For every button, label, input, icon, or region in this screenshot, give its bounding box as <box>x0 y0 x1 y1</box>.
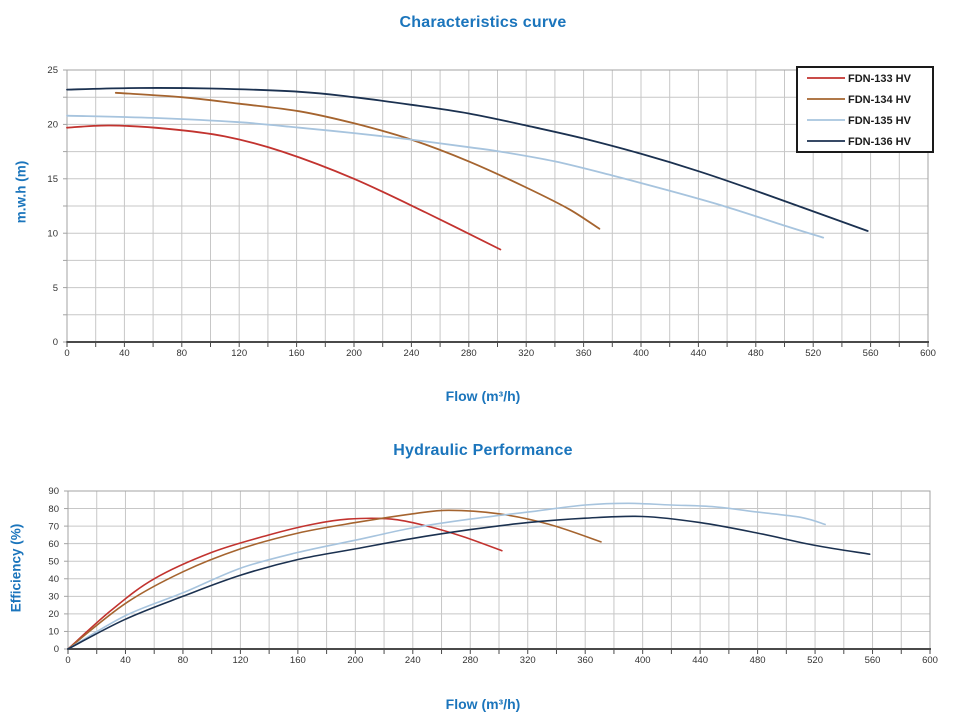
y-tick-label: 30 <box>48 592 59 603</box>
y-tick-label: 15 <box>47 174 58 185</box>
x-tick-label: 440 <box>692 655 708 666</box>
x-tick-label: 200 <box>346 348 362 359</box>
y-tick-label: 5 <box>53 283 58 294</box>
y-tick-label: 10 <box>47 228 58 239</box>
y-tick-label: 25 <box>47 65 58 76</box>
x-tick-label: 400 <box>633 348 649 359</box>
legend-entry: FDN-136 HV <box>807 136 912 148</box>
x-tick-label: 480 <box>750 655 766 666</box>
characteristics-curve-chart: 0 40 80 120 160 200 240 280 320 360 400 440 480 520 56… <box>47 65 936 359</box>
legend-entry: FDN-134 HV <box>807 94 912 106</box>
x-tick-label: 400 <box>635 655 651 666</box>
legend-entry: FDN-133 HV <box>807 73 912 85</box>
x-tick-label: 240 <box>405 655 421 666</box>
y-tick-label: 80 <box>48 504 59 515</box>
curve-fdn-133-hv <box>67 517 503 650</box>
y-tick-label: 20 <box>47 120 58 131</box>
x-tick-label: 520 <box>805 348 821 359</box>
curve-fdn-135-hv <box>67 502 826 650</box>
x-tick-label: 120 <box>232 655 248 666</box>
y-tick-label: 70 <box>48 521 59 532</box>
x-tick-label: 40 <box>119 348 130 359</box>
flow-x-axis-title-bottom: Flow (m³/h) <box>445 696 521 712</box>
x-tick-label: 80 <box>178 655 189 666</box>
y-tick-label: 0 <box>54 644 59 655</box>
hydraulic-performance-title: Hydraulic Performance <box>393 442 573 459</box>
x-tick-label: 160 <box>289 348 305 359</box>
y-tick-label: 20 <box>48 609 59 620</box>
x-tick-label: 360 <box>577 655 593 666</box>
x-tick-label: 0 <box>65 655 70 666</box>
x-tick-label: 320 <box>518 348 534 359</box>
y-tick-label: 10 <box>48 627 59 638</box>
x-tick-label: 600 <box>922 655 938 666</box>
legend-box <box>796 66 934 153</box>
legend-label: FDN-133 HV <box>848 73 912 85</box>
x-tick-label: 560 <box>865 655 881 666</box>
x-tick-label: 560 <box>863 348 879 359</box>
plot-border <box>67 490 931 650</box>
y-tick-labels: 0 5 10 15 20 25 <box>47 65 58 348</box>
y-tick-label: 90 <box>48 486 59 497</box>
axis-ticks <box>64 490 931 654</box>
x-tick-label: 160 <box>290 655 306 666</box>
x-tick-label: 240 <box>403 348 419 359</box>
legend: FDN-133 HV FDN-134 HV FDN-135 HV FDN-136 HV <box>796 66 934 153</box>
axis-ticks <box>63 69 929 347</box>
x-tick-label: 40 <box>120 655 131 666</box>
x-tick-label: 320 <box>520 655 536 666</box>
x-tick-label: 440 <box>690 348 706 359</box>
curve-fdn-133-hv <box>66 124 502 251</box>
y-tick-label: 40 <box>48 574 59 585</box>
x-tick-label: 280 <box>461 348 477 359</box>
y-tick-label: 60 <box>48 539 59 550</box>
x-tick-label: 120 <box>231 348 247 359</box>
legend-label: FDN-136 HV <box>848 136 912 148</box>
curve-fdn-136-hv <box>66 87 869 232</box>
x-tick-labels: 0 40 80 120 160 200 240 280 320 360 400 440 480 520 56… <box>65 655 938 666</box>
x-tick-label: 360 <box>576 348 592 359</box>
legend-entry: FDN-135 HV <box>807 115 912 127</box>
x-tick-label: 0 <box>64 348 69 359</box>
y-tick-label: 50 <box>48 556 59 567</box>
y-tick-label: 0 <box>53 337 58 348</box>
x-tick-labels: 0 40 80 120 160 200 240 280 320 360 400 440 480 520 56… <box>64 348 936 359</box>
x-tick-label: 520 <box>807 655 823 666</box>
curve-fdn-135-hv <box>66 114 825 239</box>
x-tick-label: 280 <box>462 655 478 666</box>
legend-label: FDN-134 HV <box>848 94 912 106</box>
y-tick-labels: 0 10 20 30 40 50 60 70 80 90 <box>48 486 59 655</box>
x-tick-label: 480 <box>748 348 764 359</box>
curve-fdn-134-hv <box>114 91 601 230</box>
curve-fdn-136-hv <box>67 515 871 650</box>
characteristics-chart-title: Characteristics curve <box>399 14 567 31</box>
flow-x-axis-title-top: Flow (m³/h) <box>445 388 521 404</box>
x-tick-label: 200 <box>347 655 363 666</box>
x-tick-label: 80 <box>177 348 188 359</box>
hydraulic-performance-chart: 0 40 80 120 160 200 240 280 320 360 400 440 480 520 56… <box>48 486 938 666</box>
legend-label: FDN-135 HV <box>848 115 912 127</box>
x-tick-label: 600 <box>920 348 936 359</box>
curve-fdn-134-hv <box>67 509 602 650</box>
